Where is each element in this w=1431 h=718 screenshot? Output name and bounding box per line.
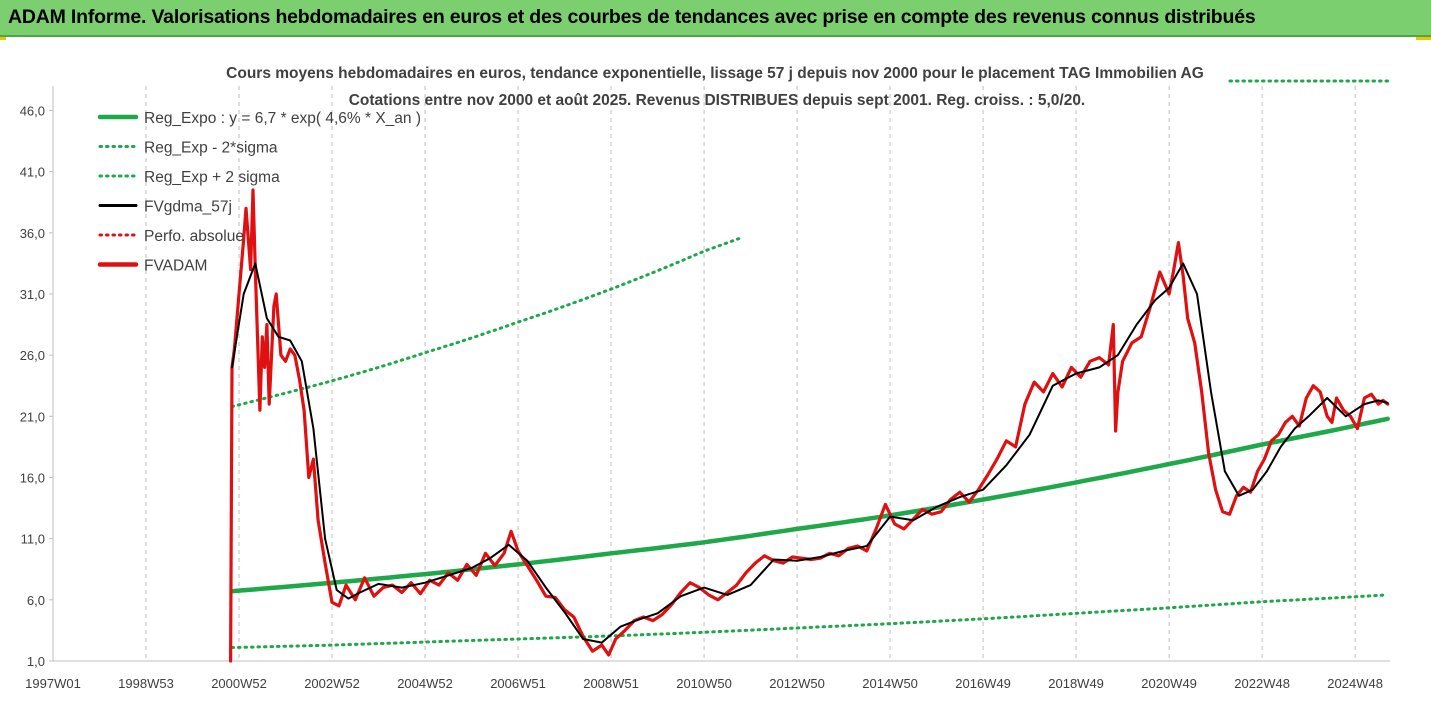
legend-label: Reg_Expo : y = 6,7 * exp( 4,6% * X_an )	[144, 110, 421, 127]
x-tick-label: 2012W50	[769, 676, 825, 691]
x-tick-label: 2010W50	[676, 676, 732, 691]
x-tick-label: 2020W49	[1141, 676, 1197, 691]
x-tick-label: 1997W01	[25, 676, 81, 691]
chart-title-line2: Cotations entre nov 2000 et août 2025. R…	[349, 92, 1086, 109]
x-tick-label: 2008W51	[583, 676, 639, 691]
y-tick-label: 36,0	[20, 226, 45, 241]
chart-title-line1: Cours moyens hebdomadaires en euros, ten…	[226, 65, 1204, 82]
x-tick-label: 2014W50	[862, 676, 918, 691]
chart: 46,0 41,0 36,0 31,0 26,0 21,0 16,0 11,0 6,0 1,0 1…	[20, 65, 1394, 691]
fvgdma-57j-line	[231, 262, 1389, 644]
legend-label: Reg_Exp - 2*sigma	[144, 140, 278, 157]
y-tick-label: 6,0	[27, 593, 45, 608]
series-layer	[229, 188, 1390, 663]
legend-label: Perfo. absolue	[144, 228, 244, 245]
frame-corner-top-right	[1416, 37, 1431, 40]
x-tick-label: 2000W52	[211, 676, 267, 691]
x-tick-label: 2002W52	[304, 676, 360, 691]
x-tick-label: 1998W53	[118, 676, 174, 691]
reg-exp-plus-2sigma-line	[230, 236, 743, 408]
x-tick-label: 2016W49	[955, 676, 1011, 691]
legend: Reg_Expo : y = 6,7 * exp( 4,6% * X_an ) R…	[97, 110, 421, 275]
legend-label: FVADAM	[144, 258, 207, 275]
gridlines	[52, 86, 1390, 662]
reg-expo-line	[229, 416, 1390, 594]
y-tick-label: 31,0	[20, 287, 45, 302]
x-tick-label: 2024W48	[1327, 676, 1383, 691]
y-tick-label: 1,0	[27, 654, 45, 669]
x-tick-label: 2006W51	[490, 676, 546, 691]
frame-corner-top-left	[0, 37, 6, 40]
y-tick-label: 41,0	[20, 165, 45, 180]
legend-label: Reg_Exp + 2 sigma	[144, 169, 280, 186]
x-tick-label: 2018W49	[1048, 676, 1104, 691]
y-tick-label: 46,0	[20, 103, 45, 118]
x-tick-label: 2022W48	[1234, 676, 1290, 691]
y-axis-ticks: 46,0 41,0 36,0 31,0 26,0 21,0 16,0 11,0 6,0 1,0	[20, 103, 53, 669]
y-tick-label: 21,0	[20, 409, 45, 424]
fvadam-line	[229, 188, 1390, 663]
legend-label: FVgdma_57j	[144, 199, 232, 216]
y-tick-label: 11,0	[21, 532, 45, 547]
y-tick-label: 26,0	[20, 348, 45, 363]
title-banner: ADAM Informe. Valorisations hebdomadaire…	[0, 0, 1431, 37]
banner-title: ADAM Informe. Valorisations hebdomadaire…	[8, 6, 1256, 28]
x-tick-label: 2004W52	[397, 676, 453, 691]
y-tick-label: 16,0	[20, 470, 45, 485]
x-axis-ticks: 1997W01 1998W53 2000W52 2002W52 2004W52 2006W…	[25, 676, 1383, 691]
reg-exp-minus-2sigma-line	[230, 593, 1390, 649]
